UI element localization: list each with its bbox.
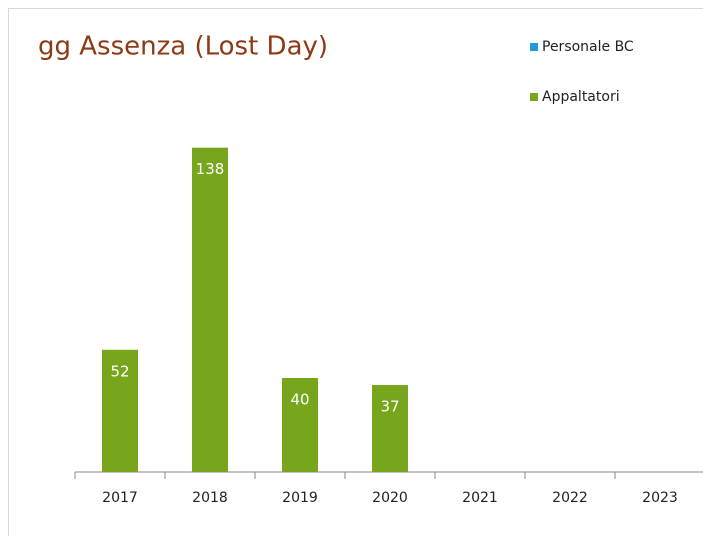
- bar: [102, 349, 138, 472]
- data-label: 52: [110, 362, 129, 380]
- data-label: 37: [380, 398, 399, 416]
- data-label: 40: [290, 391, 309, 409]
- bar: [282, 378, 318, 472]
- legend-label: Appaltatori: [542, 89, 620, 105]
- x-tick-label: 2020: [372, 490, 408, 506]
- bar: [192, 147, 228, 472]
- chart-title: gg Assenza (Lost Day): [38, 32, 328, 62]
- x-tick-label: 2018: [192, 490, 228, 506]
- legend-label: Personale BC: [542, 39, 634, 55]
- x-tick-label: 2022: [552, 490, 588, 506]
- legend-swatch: [530, 43, 538, 51]
- x-tick-label: 2021: [462, 490, 498, 506]
- x-tick-label: 2023: [642, 490, 678, 506]
- bar: [372, 385, 408, 472]
- data-label: 138: [196, 160, 225, 178]
- x-tick-label: 2019: [282, 490, 318, 506]
- legend-swatch: [530, 93, 538, 101]
- x-tick-label: 2017: [102, 490, 138, 506]
